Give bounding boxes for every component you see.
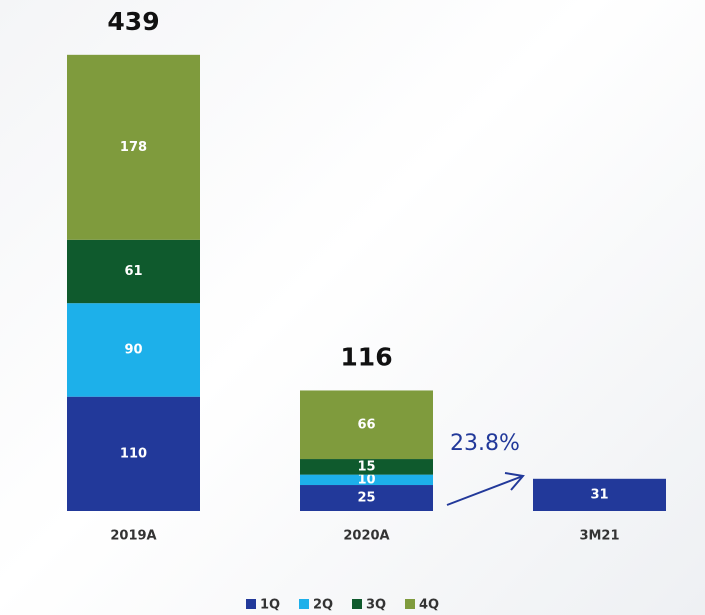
bar-segment bbox=[300, 459, 433, 475]
growth-annotation: 23.8% bbox=[450, 431, 520, 456]
segment-label: 10 bbox=[357, 472, 375, 487]
bar-segment bbox=[67, 396, 200, 511]
growth-arrow bbox=[446, 472, 525, 506]
segment-label: 90 bbox=[124, 342, 142, 357]
legend-swatch bbox=[352, 599, 362, 609]
bar-segment bbox=[67, 303, 200, 397]
legend-swatch bbox=[299, 599, 309, 609]
bar-segment bbox=[533, 478, 666, 511]
segment-label: 110 bbox=[120, 446, 147, 461]
total-label: 439 bbox=[107, 7, 159, 36]
bar-segment bbox=[300, 474, 433, 486]
bar-segment bbox=[300, 390, 433, 460]
segment-label: 15 bbox=[357, 459, 375, 474]
category-label: 2020A bbox=[343, 529, 389, 544]
legend-swatch bbox=[405, 599, 415, 609]
total-label: 116 bbox=[340, 342, 392, 371]
bar-segment bbox=[67, 239, 200, 304]
legend-label: 3Q bbox=[366, 598, 386, 613]
segment-label: 25 bbox=[357, 491, 375, 506]
legend-swatch bbox=[246, 599, 256, 609]
category-label: 2019A bbox=[110, 529, 156, 544]
legend-label: 2Q bbox=[313, 598, 333, 613]
segment-label: 31 bbox=[590, 487, 608, 502]
segment-label: 178 bbox=[120, 140, 147, 155]
category-label: 3M21 bbox=[579, 529, 619, 544]
bar-segment bbox=[67, 54, 200, 240]
bar-segment bbox=[300, 485, 433, 511]
segment-label: 61 bbox=[124, 264, 142, 279]
segment-label: 66 bbox=[357, 417, 375, 432]
legend-label: 1Q bbox=[260, 598, 280, 613]
legend-label: 4Q bbox=[419, 598, 439, 613]
